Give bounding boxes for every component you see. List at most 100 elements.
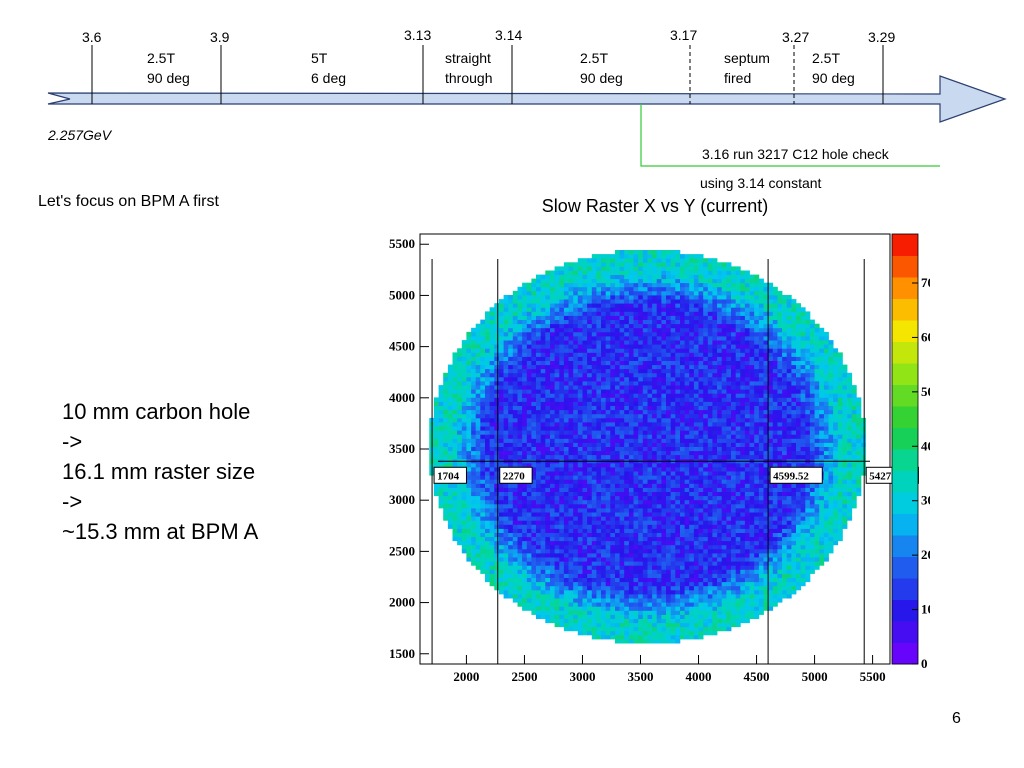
heatmap-cell <box>512 393 518 398</box>
heatmap-cell <box>545 450 551 456</box>
heatmap-cell <box>443 401 449 406</box>
heatmap-cell <box>498 585 504 591</box>
heatmap-cell <box>638 438 644 443</box>
heatmap-cell <box>698 290 704 296</box>
heatmap-cell <box>577 540 583 546</box>
heatmap-cell <box>601 540 606 546</box>
heatmap-cell <box>596 557 602 562</box>
heatmap-cell <box>503 557 509 562</box>
heatmap-cell <box>615 495 620 501</box>
heatmap-cell <box>480 327 486 333</box>
heatmap-cell <box>447 413 453 419</box>
heatmap-cell <box>601 467 606 472</box>
heatmap-cell <box>582 278 588 284</box>
heatmap-cell <box>633 278 639 284</box>
heatmap-cell <box>638 520 644 525</box>
heatmap-cell <box>461 548 467 554</box>
heatmap-cell <box>577 520 583 525</box>
heatmap-cell <box>680 499 685 505</box>
heatmap-cell <box>619 544 625 550</box>
heatmap-cell <box>591 254 597 259</box>
heatmap-cell <box>605 319 611 325</box>
heatmap-cell <box>577 385 583 390</box>
heatmap-cell <box>698 282 704 288</box>
heatmap-cell <box>498 589 504 595</box>
heatmap-cell <box>447 483 453 488</box>
heatmap-cell <box>703 475 709 480</box>
heatmap-cell <box>503 323 509 329</box>
heatmap-cell <box>522 606 528 611</box>
heatmap-cell <box>703 311 709 316</box>
heatmap-cell <box>550 364 555 370</box>
heatmap-cell <box>605 524 611 529</box>
heatmap-cell <box>610 598 616 603</box>
heatmap-cell <box>642 561 648 566</box>
heatmap-cell <box>531 401 537 406</box>
heatmap-cell <box>684 336 690 341</box>
heatmap-cell <box>531 360 537 366</box>
heatmap-cell <box>670 340 676 345</box>
heatmap-cell <box>550 553 555 558</box>
heatmap-cell <box>503 360 509 366</box>
heatmap-cell <box>540 360 546 366</box>
heatmap-cell <box>703 561 709 566</box>
heatmap-cell <box>647 557 653 562</box>
heatmap-cell <box>461 417 467 423</box>
heatmap-cell <box>619 614 625 619</box>
heatmap-cell <box>693 311 699 316</box>
heatmap-cell <box>707 553 713 558</box>
heatmap-cell <box>693 565 699 570</box>
heatmap-cell <box>661 569 667 574</box>
heatmap-cell <box>582 569 588 574</box>
heatmap-cell <box>577 434 583 439</box>
heatmap-cell <box>559 540 565 546</box>
heatmap-cell <box>638 503 644 509</box>
heatmap-cell <box>619 299 625 304</box>
heatmap-cell <box>485 553 490 558</box>
heatmap-cell <box>536 307 541 312</box>
heatmap-cell <box>559 528 565 533</box>
heatmap-cell <box>480 520 486 525</box>
heatmap-cell <box>559 430 565 435</box>
heatmap-cell <box>573 446 579 452</box>
heatmap-cell <box>661 397 667 402</box>
heatmap-cell <box>684 266 690 271</box>
heatmap-cell <box>503 495 509 501</box>
heatmap-cell <box>661 499 667 505</box>
heatmap-cell <box>540 393 546 398</box>
heatmap-cell <box>591 430 597 435</box>
heatmap-cell <box>642 471 648 476</box>
heatmap-cell <box>675 290 681 296</box>
heatmap-cell <box>638 409 644 415</box>
heatmap-cell <box>693 352 699 357</box>
heatmap-cell <box>638 639 644 644</box>
heatmap-cell <box>684 479 690 484</box>
heatmap-cell <box>610 434 616 439</box>
heatmap-cell <box>591 413 597 419</box>
heatmap-cell <box>517 323 523 329</box>
heatmap-cell <box>536 311 541 316</box>
heatmap-cell <box>656 450 662 456</box>
heatmap-cell <box>485 381 490 386</box>
heatmap-cell <box>540 286 546 292</box>
heatmap-cell <box>536 385 541 390</box>
heatmap-cell <box>531 356 537 361</box>
heatmap-cell <box>577 274 583 280</box>
heatmap-cell <box>680 422 685 427</box>
heatmap-cell <box>485 385 490 390</box>
heatmap-cell <box>503 565 509 570</box>
heatmap-cell <box>712 516 718 521</box>
heatmap-cell <box>563 315 569 320</box>
heatmap-cell <box>457 405 463 411</box>
heatmap-cell <box>638 426 644 431</box>
heatmap-cell <box>559 532 565 538</box>
heatmap-cell <box>675 499 681 505</box>
heatmap-cell <box>698 372 704 378</box>
heatmap-cell <box>489 540 495 546</box>
heatmap-cell <box>517 356 523 361</box>
heatmap-cell <box>633 462 639 468</box>
heatmap-cell <box>559 585 565 591</box>
heatmap-cell <box>550 336 555 341</box>
heatmap-cell <box>577 528 583 533</box>
heatmap-cell <box>615 450 620 456</box>
